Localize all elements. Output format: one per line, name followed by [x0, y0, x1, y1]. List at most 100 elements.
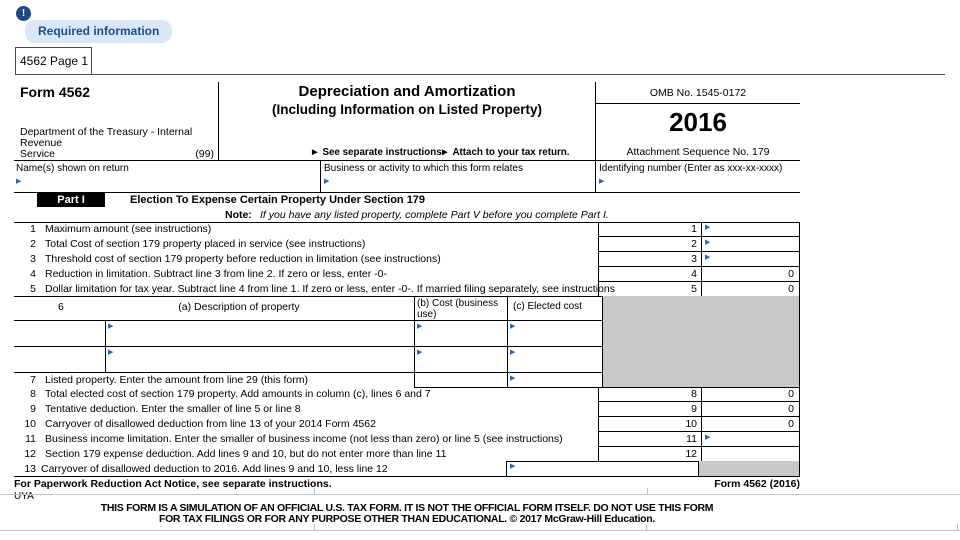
- note-label: Note:: [225, 209, 252, 221]
- line-number: 13: [24, 462, 36, 475]
- column-b-header: (b) Cost (business use): [417, 298, 499, 320]
- line-number: 1: [599, 222, 702, 236]
- divider: [14, 296, 800, 297]
- line-number: 9: [599, 402, 702, 416]
- lines-8-12-text: 8 Total elected cost of section 179 prope…: [14, 387, 598, 461]
- line10-value-field: 0: [788, 418, 794, 430]
- department-line2: Revenue: [20, 137, 63, 149]
- divider: [14, 160, 800, 161]
- disclaimer-line2: FOR TAX FILINGS OR FOR ANY PURPOSE OTHER…: [158, 513, 656, 525]
- business-activity-label: Business or activity to which this form …: [324, 163, 523, 174]
- form-reference: Form 4562 (2016): [714, 478, 800, 490]
- gridline: [647, 488, 648, 494]
- line-number: 12: [599, 447, 702, 461]
- line-number: 7: [30, 373, 36, 386]
- line-text: Total Cost of section 179 property place…: [45, 238, 366, 251]
- line-number: 10: [599, 417, 702, 431]
- line-number: 8: [30, 388, 36, 401]
- gridline: [957, 524, 958, 530]
- line-text: Carryover of disallowed deduction to 201…: [41, 462, 388, 475]
- line13-value-field[interactable]: ▶: [506, 461, 699, 476]
- line7-elected-cost-input[interactable]: ▶: [510, 375, 516, 382]
- line12-value-field: [702, 447, 799, 461]
- line10-row: 10 Carryover of disallowed deduction from…: [14, 417, 598, 432]
- line-text: Section 179 expense deduction. Add lines…: [45, 447, 447, 460]
- line-number: 3: [30, 252, 36, 265]
- see-instructions-note: ► See separate instructions.: [310, 147, 445, 158]
- line11-value-field[interactable]: ▶: [702, 432, 799, 446]
- pointer-icon: ►: [440, 147, 450, 158]
- gridline: [314, 524, 315, 530]
- line-text: Threshold cost of section 179 property b…: [45, 252, 441, 265]
- line-text: Dollar limitation for tax year. Subtract…: [45, 282, 615, 295]
- divider: [14, 476, 800, 477]
- line3-row: 3 Threshold cost of section 179 property …: [14, 252, 598, 267]
- divider: [799, 222, 800, 476]
- input-arrow-icon: ▶: [705, 239, 711, 246]
- line-number: 4: [599, 267, 702, 281]
- line6-row1-description-input[interactable]: ▶: [108, 323, 114, 330]
- name-input[interactable]: ▶: [16, 178, 22, 185]
- value-row: 10 0: [599, 417, 799, 432]
- part1-title: Election To Expense Certain Property Und…: [130, 194, 426, 206]
- line6-row1-cost-input[interactable]: ▶: [417, 323, 423, 330]
- gridline: [0, 494, 960, 495]
- part1-label: Part I: [37, 193, 105, 207]
- alert-icon: !: [16, 6, 31, 21]
- identifying-number-label: Identifying number (Enter as xxx-xx-xxxx…: [599, 163, 783, 174]
- department-line1: Department of the Treasury - Internal: [20, 126, 193, 138]
- line1-value-field[interactable]: ▶: [702, 222, 799, 236]
- input-arrow-icon: ▶: [705, 434, 711, 441]
- attachment-sequence: Attachment Sequence No. 179: [626, 146, 770, 158]
- line5-value-field: 0: [788, 283, 794, 295]
- line-number: 11: [599, 432, 702, 446]
- tab-4562-page-1[interactable]: 4562 Page 1: [15, 47, 92, 74]
- line2-value-field[interactable]: ▶: [702, 237, 799, 251]
- line-number: 8: [599, 387, 702, 401]
- line11-row: 11 Business income limitation. Enter the …: [14, 431, 598, 446]
- divider: [14, 192, 800, 193]
- line-number: 1: [30, 223, 36, 236]
- line4-value-field: 0: [788, 268, 794, 280]
- tax-year: 2016: [669, 107, 727, 137]
- value-row: 1 ▶: [599, 222, 799, 237]
- divider: [14, 222, 800, 223]
- column-c-header: (c) Elected cost: [513, 301, 582, 312]
- line-text: Maximum amount (see instructions): [45, 223, 212, 236]
- divider: [414, 296, 415, 387]
- divider: [320, 160, 321, 192]
- line-text: Listed property. Enter the amount from l…: [45, 373, 309, 386]
- line-number: 9: [30, 403, 36, 416]
- line-number: 5: [30, 282, 36, 295]
- shaded-area: [699, 461, 799, 476]
- line6-row1-elected-cost-input[interactable]: ▶: [510, 323, 516, 330]
- divider: [595, 103, 800, 104]
- input-arrow-icon: ▶: [510, 463, 516, 470]
- line12-row: 12 Section 179 expense deduction. Add lin…: [14, 446, 598, 461]
- business-activity-input[interactable]: ▶: [324, 178, 330, 185]
- line-text: Tentative deduction. Enter the smaller o…: [45, 403, 301, 416]
- line1-row: 1 Maximum amount (see instructions): [14, 222, 598, 237]
- name-label: Name(s) shown on return: [16, 163, 129, 174]
- required-information-badge: Required information: [25, 20, 173, 43]
- line3-value-field[interactable]: ▶: [702, 252, 799, 266]
- line8-value-field: 0: [788, 388, 794, 400]
- gridline: [646, 524, 647, 530]
- line-number: 2: [599, 237, 702, 251]
- line6-row2-description-input[interactable]: ▶: [108, 349, 114, 356]
- form-4562: Form 4562 Department of the Treasury - I…: [14, 82, 800, 502]
- column-a-header: (a) Description of property: [178, 301, 300, 313]
- identifying-number-input[interactable]: ▶: [599, 178, 605, 185]
- line-number: 2: [30, 238, 36, 251]
- value-row: 2 ▶: [599, 237, 799, 252]
- gridline: [314, 488, 315, 494]
- line6-row2-elected-cost-input[interactable]: ▶: [510, 349, 516, 356]
- line-number: 11: [25, 432, 36, 445]
- lines-1-5-text: 1 Maximum amount (see instructions) 2 Tota…: [14, 222, 615, 296]
- line-text: Reduction in limitation. Subtract line 3…: [45, 267, 387, 280]
- line6-row2-cost-input[interactable]: ▶: [417, 349, 423, 356]
